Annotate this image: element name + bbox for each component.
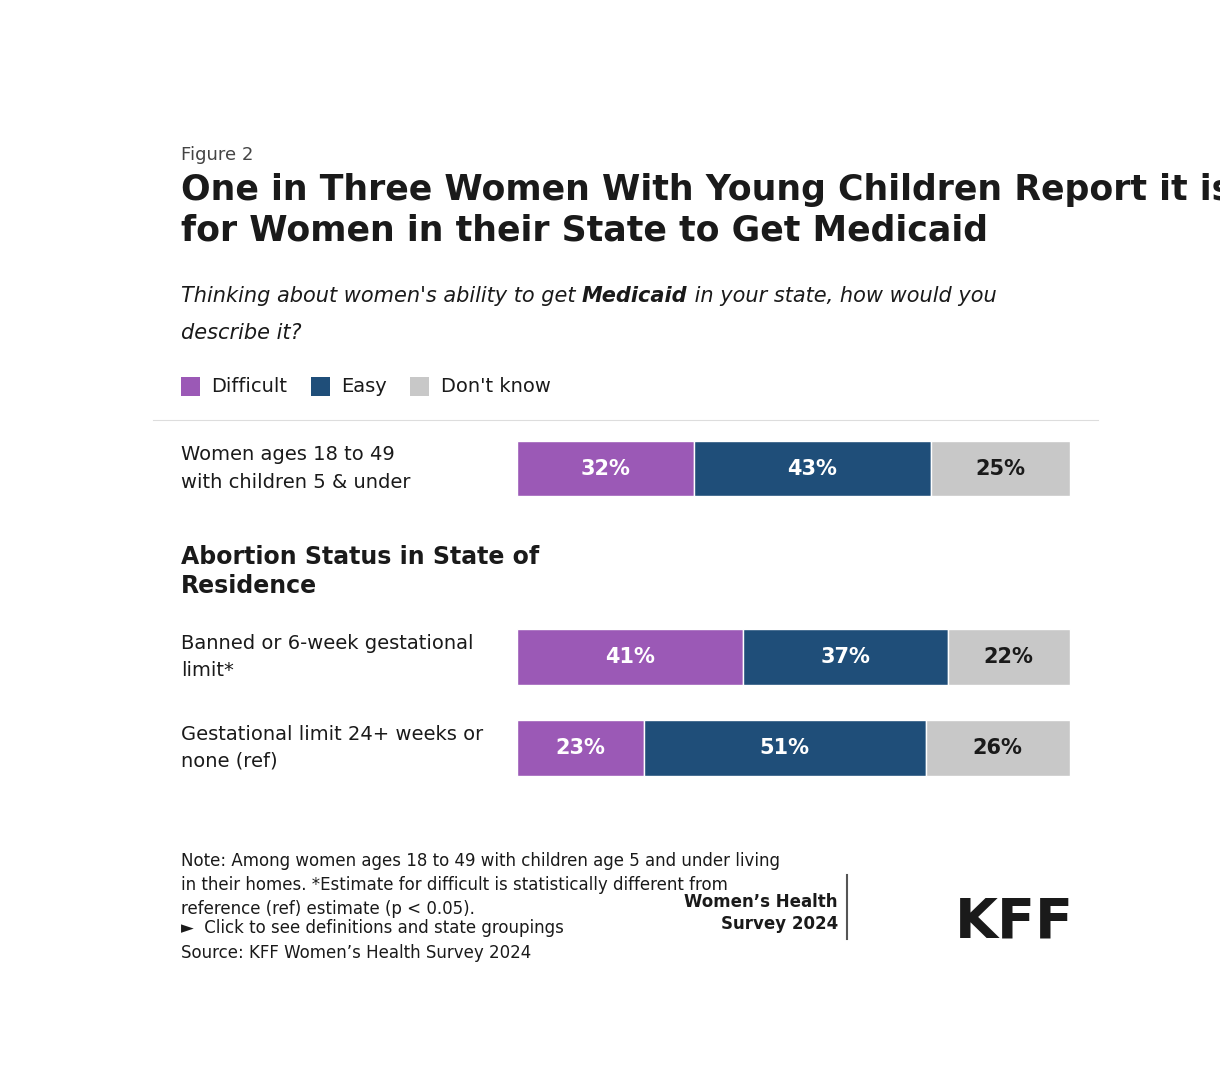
Text: Gestational limit 24+ weeks or: Gestational limit 24+ weeks or [181, 725, 483, 744]
Bar [926, 720, 1070, 776]
Text: Women’s Health
Survey 2024: Women’s Health Survey 2024 [684, 893, 838, 933]
Text: limit*: limit* [181, 661, 234, 680]
Text: 51%: 51% [760, 738, 810, 758]
Text: 32%: 32% [580, 458, 630, 479]
Bar [693, 440, 931, 497]
Text: Thinking about women's ability to get: Thinking about women's ability to get [181, 286, 582, 306]
Text: Medicaid: Medicaid [582, 286, 688, 306]
Bar [743, 629, 948, 685]
Text: Figure 2: Figure 2 [181, 146, 254, 164]
Text: none (ref): none (ref) [181, 752, 277, 771]
Bar [644, 720, 926, 776]
Text: Note: Among women ages 18 to 49 with children age 5 and under living
in their ho: Note: Among women ages 18 to 49 with chi… [181, 852, 780, 919]
Text: 43%: 43% [787, 458, 837, 479]
Text: One in Three Women With Young Children Report it is Difficult
for Women in their: One in Three Women With Young Children R… [181, 173, 1220, 247]
Text: in your state, how would you: in your state, how would you [688, 286, 997, 306]
Text: Banned or 6-week gestational: Banned or 6-week gestational [181, 634, 473, 653]
Text: Easy: Easy [342, 377, 387, 395]
Text: Women ages 18 to 49: Women ages 18 to 49 [181, 446, 394, 465]
Text: Source: KFF Women’s Health Survey 2024: Source: KFF Women’s Health Survey 2024 [181, 943, 531, 962]
Bar [311, 376, 329, 397]
Bar [931, 440, 1070, 497]
Text: KFF: KFF [955, 895, 1075, 950]
Text: Difficult: Difficult [211, 377, 287, 395]
Text: 37%: 37% [821, 647, 871, 667]
Bar [948, 629, 1070, 685]
Bar [516, 720, 644, 776]
Text: 26%: 26% [972, 738, 1022, 758]
Bar [410, 376, 429, 397]
Text: 23%: 23% [555, 738, 605, 758]
Text: describe it?: describe it? [181, 323, 301, 343]
Text: 41%: 41% [605, 647, 655, 667]
Text: 22%: 22% [983, 647, 1033, 667]
Bar [516, 440, 693, 497]
Text: Abortion Status in State of
Residence: Abortion Status in State of Residence [181, 545, 539, 598]
Text: Don't know: Don't know [440, 377, 550, 395]
Bar [516, 629, 743, 685]
Text: ►  Click to see definitions and state groupings: ► Click to see definitions and state gro… [181, 919, 564, 937]
Text: with children 5 & under: with children 5 & under [181, 472, 410, 491]
Text: 25%: 25% [976, 458, 1026, 479]
Bar [181, 376, 200, 397]
